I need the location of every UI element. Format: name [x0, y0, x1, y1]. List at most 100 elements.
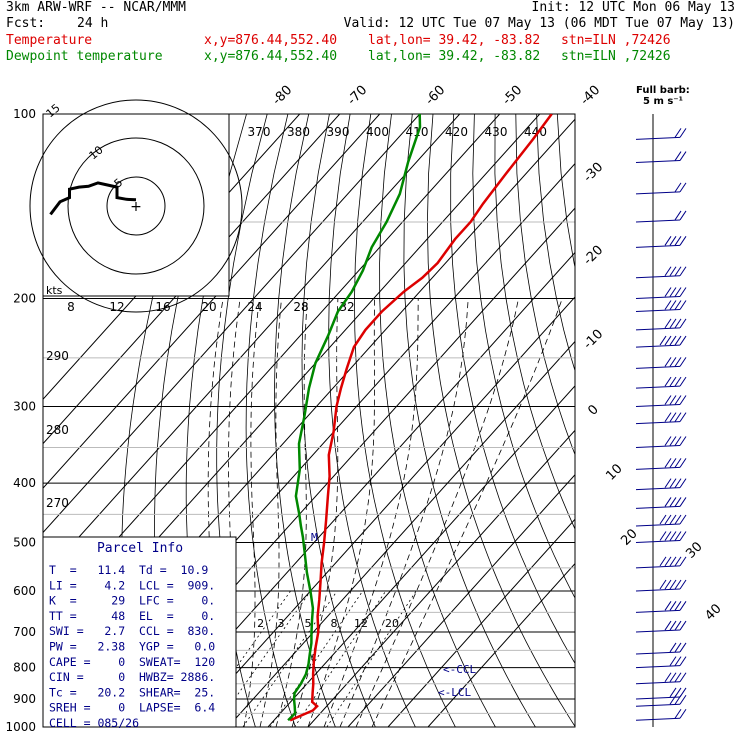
temperature-profile [289, 114, 553, 722]
wind-barb-flag [679, 266, 687, 277]
wind-barb-flag [674, 182, 682, 193]
wind-barb [635, 151, 687, 164]
saturation-label: 24 [247, 300, 262, 314]
hodograph-ring [67, 137, 205, 275]
isotherm-line [43, 114, 421, 534]
wind-barb-flag [664, 236, 672, 246]
wind-barb-flag [679, 656, 687, 666]
wind-barb-flag [679, 318, 687, 329]
pressure-tick-label: 300 [13, 399, 36, 413]
wind-barb-flag [674, 458, 682, 468]
wind-barb-flag [674, 151, 682, 161]
legend-temperature-latlon: lat,lon= 39.42, -83.82 [368, 33, 541, 48]
isotherm-label: -60 [423, 83, 449, 109]
mixing-ratio-label: 3 [278, 617, 285, 630]
wind-barb-flag [674, 497, 682, 507]
wind-barb-flag [674, 210, 682, 221]
wind-barb-staff [635, 651, 681, 655]
mixing-ratio-line [242, 590, 338, 727]
hodograph-ring [29, 99, 243, 313]
wind-barb [635, 236, 687, 248]
parcel-info-box [42, 536, 237, 728]
moist-adiabat-line [339, 298, 469, 727]
wind-barb-flag [679, 694, 687, 705]
wind-barb-staff [635, 523, 681, 527]
wind-barb-flag [679, 458, 687, 468]
wind-barb-flag [674, 236, 682, 246]
legend-dewpoint-name: Dewpoint temperature [6, 49, 163, 64]
dry-adiabat-line [301, 114, 376, 727]
wind-barb [635, 412, 687, 425]
wind-barb [635, 128, 687, 140]
wind-barb-staff [635, 219, 681, 223]
wind-barb-flag [664, 376, 672, 387]
parcel-info-row: CAPE = 0 SWEAT= 120 [49, 655, 215, 669]
wind-barb [635, 601, 687, 613]
pressure-tick-label: 200 [13, 292, 36, 306]
wind-barb-flag [669, 300, 677, 310]
wind-barb-flag [674, 601, 682, 611]
wind-barb-staff [635, 344, 681, 348]
isotherm-line [267, 385, 575, 727]
wind-barb-flag [674, 556, 682, 567]
wind-barb [635, 642, 687, 655]
wind-barb [635, 182, 687, 195]
wind-barb-flag [664, 556, 672, 567]
wind-barb-flag [659, 514, 667, 525]
wind-barb-staff [635, 385, 681, 389]
dry-adiabat-line [661, 114, 740, 740]
wind-barb-flag [669, 579, 677, 590]
wind-barb-staff [635, 703, 681, 707]
saturation-label: 8 [67, 300, 75, 314]
mixing-ratio-label: 5 [304, 617, 311, 630]
dry-adiabat-line [245, 114, 296, 727]
wind-barb-flag [679, 708, 687, 719]
dry-adiabat-line [403, 114, 536, 727]
saturation-label: 20 [201, 300, 216, 314]
m-annotation: M [311, 531, 318, 544]
pressure-tick-label: 400 [13, 476, 36, 490]
legend-temperature-name: Temperature [6, 33, 93, 48]
plot-frame [42, 113, 576, 728]
isotherm-line [43, 114, 381, 489]
pressure-tick-label: 100 [13, 107, 36, 121]
wind-barb-flag [664, 478, 672, 488]
wind-barb-flag [669, 266, 677, 277]
wind-barb-flag [664, 514, 672, 525]
wind-barb-staff [635, 296, 681, 300]
dry-adiabat-label: 270 [46, 496, 69, 510]
wind-barb-flag [674, 357, 682, 367]
wind-barb [635, 376, 687, 389]
wind-barb-flag [679, 210, 687, 221]
mixing-ratio-line [326, 590, 417, 727]
isotherm-label: -50 [500, 83, 526, 109]
pressure-tick-label: 500 [13, 535, 36, 549]
wind-barb-flag [674, 318, 682, 329]
wind-barb-flag [674, 128, 682, 138]
parcel-info-row: CELL = 085/26 [49, 716, 139, 730]
wind-barb [635, 656, 687, 669]
wind-barb-flag [659, 335, 667, 346]
wind-barb-flag [679, 335, 687, 346]
saturation-label: 16 [155, 300, 170, 314]
wind-barb [635, 531, 687, 543]
isotherm-line [187, 296, 575, 727]
wind-barb-flag [664, 335, 672, 346]
dry-adiabat-line [723, 114, 740, 740]
wind-barb [635, 318, 687, 331]
wind-barb-flag [664, 357, 672, 367]
wind-barb-staff [635, 445, 681, 449]
hodograph-kts-label: kts [46, 284, 63, 297]
dry-adiabat-line [702, 114, 740, 740]
dry-adiabat-line [328, 114, 416, 727]
model-title: 3km ARW-WRF -- NCAR/MMM [6, 0, 187, 15]
wind-barb-flag [679, 497, 687, 507]
parcel-info-row: CIN = 0 HWBZ= 2886. [49, 670, 215, 684]
wind-barb-flag [669, 458, 677, 468]
parcel-info-row: T = 11.4 Td = 10.9 [49, 563, 208, 577]
wind-barb-staff [635, 136, 681, 140]
wind-barb-flag [679, 601, 687, 611]
isotherm-line [43, 114, 501, 623]
wind-barb-flag [669, 556, 677, 567]
